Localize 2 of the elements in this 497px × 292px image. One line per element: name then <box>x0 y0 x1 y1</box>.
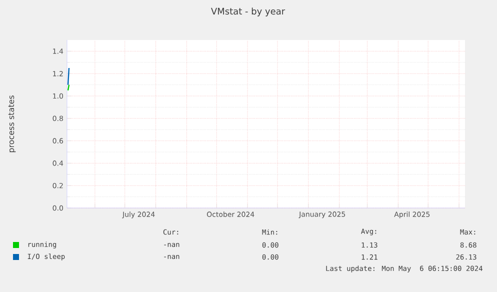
chart-title: VMstat - by year <box>211 8 286 16</box>
y-axis-title: process states <box>8 96 16 152</box>
